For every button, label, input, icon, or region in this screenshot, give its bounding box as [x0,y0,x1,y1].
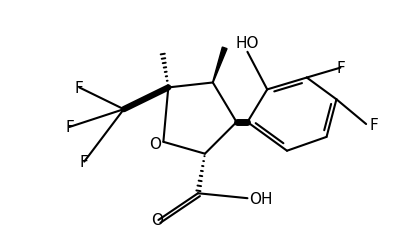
Text: F: F [369,117,378,132]
Text: OH: OH [250,191,273,206]
Text: F: F [65,120,74,135]
Text: F: F [80,154,88,169]
Text: F: F [336,61,345,76]
Text: F: F [75,81,84,96]
Polygon shape [213,48,227,83]
Text: HO: HO [236,36,259,51]
Text: O: O [151,213,163,228]
Text: O: O [149,137,162,152]
